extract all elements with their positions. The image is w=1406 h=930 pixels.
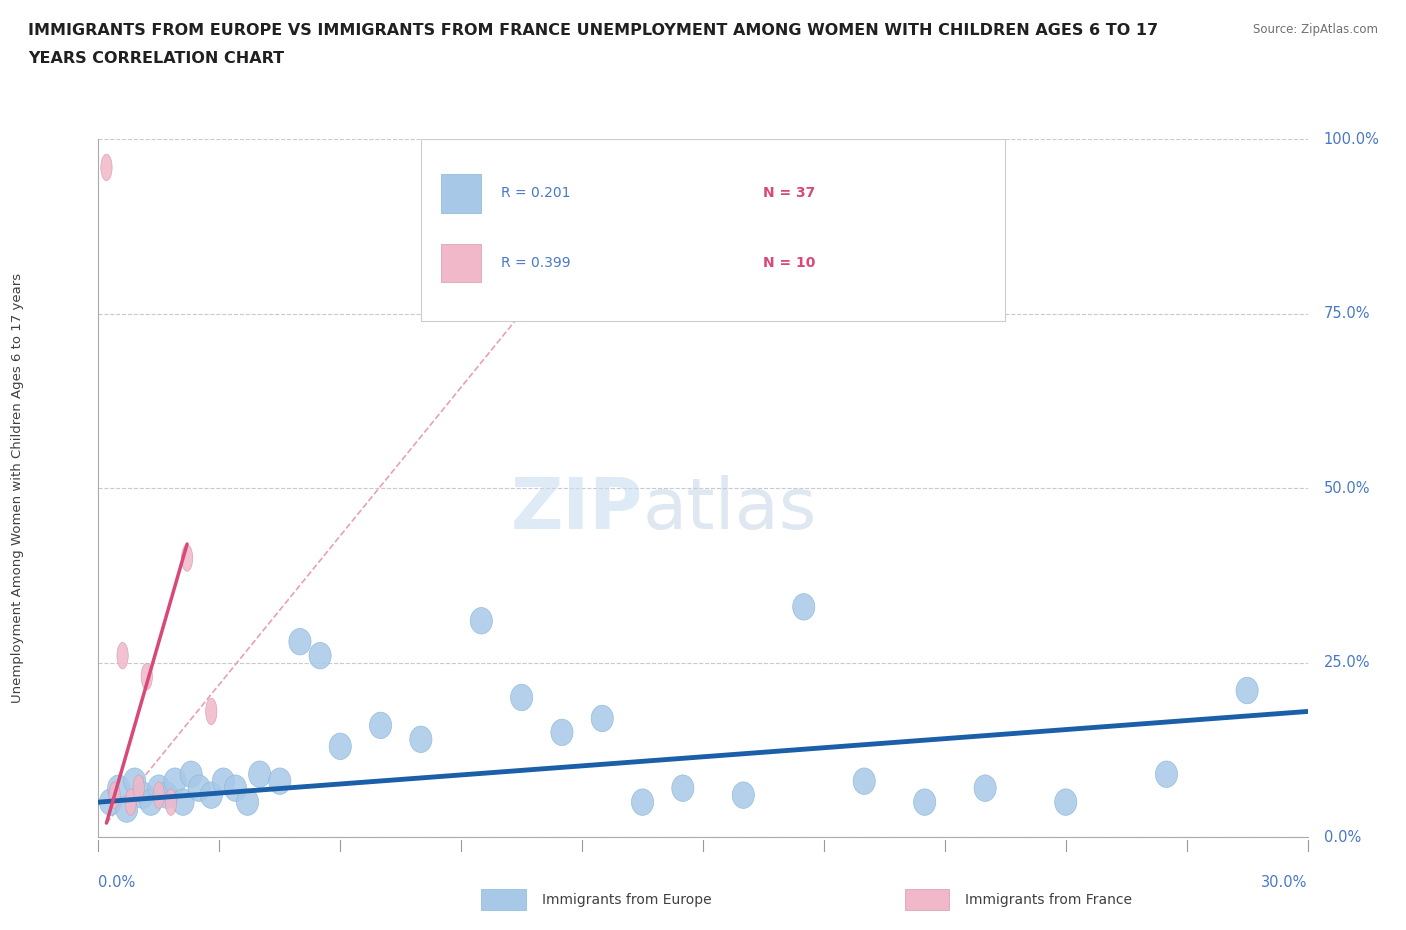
Ellipse shape [974,775,997,802]
Ellipse shape [733,782,755,808]
Ellipse shape [309,643,332,669]
Text: YEARS CORRELATION CHART: YEARS CORRELATION CHART [28,51,284,66]
Ellipse shape [165,768,186,794]
Ellipse shape [793,593,815,620]
Text: 50.0%: 50.0% [1323,481,1371,496]
Ellipse shape [205,698,217,724]
Text: 75.0%: 75.0% [1323,306,1371,322]
Ellipse shape [117,643,128,669]
Text: 100.0%: 100.0% [1323,132,1379,147]
Text: N = 10: N = 10 [763,256,815,270]
Ellipse shape [470,607,492,634]
Ellipse shape [107,775,129,802]
Text: R = 0.201: R = 0.201 [502,186,571,200]
Text: 25.0%: 25.0% [1323,655,1371,671]
Ellipse shape [269,768,291,794]
Ellipse shape [153,782,165,808]
Ellipse shape [236,789,259,816]
Ellipse shape [125,789,136,816]
Ellipse shape [101,154,112,180]
Text: atlas: atlas [643,474,817,544]
Ellipse shape [108,782,120,808]
Bar [481,889,526,910]
Text: 0.0%: 0.0% [98,875,135,890]
Text: Immigrants from Europe: Immigrants from Europe [541,893,711,907]
Ellipse shape [591,705,613,732]
Ellipse shape [172,789,194,816]
Ellipse shape [329,733,352,760]
Ellipse shape [212,768,235,794]
Ellipse shape [139,789,162,816]
Ellipse shape [853,768,876,794]
FancyBboxPatch shape [420,140,1005,321]
Text: 0.0%: 0.0% [1323,830,1361,844]
Text: Source: ZipAtlas.com: Source: ZipAtlas.com [1253,23,1378,36]
Ellipse shape [1054,789,1077,816]
Ellipse shape [188,775,211,802]
Text: 30.0%: 30.0% [1261,875,1308,890]
Ellipse shape [1156,761,1178,788]
Ellipse shape [409,726,432,752]
Ellipse shape [551,719,574,746]
Ellipse shape [249,761,271,788]
Ellipse shape [914,789,936,816]
Ellipse shape [156,782,179,808]
Ellipse shape [166,789,177,816]
Text: IMMIGRANTS FROM EUROPE VS IMMIGRANTS FROM FRANCE UNEMPLOYMENT AMONG WOMEN WITH C: IMMIGRANTS FROM EUROPE VS IMMIGRANTS FRO… [28,23,1159,38]
Text: R = 0.399: R = 0.399 [502,256,571,270]
Ellipse shape [181,545,193,571]
Bar [441,244,481,283]
Text: ZIP: ZIP [510,474,643,544]
Ellipse shape [100,789,121,816]
Ellipse shape [180,761,202,788]
Ellipse shape [132,782,153,808]
Ellipse shape [631,789,654,816]
Ellipse shape [134,775,145,802]
Ellipse shape [288,629,311,655]
Text: Immigrants from France: Immigrants from France [965,893,1132,907]
Ellipse shape [124,768,146,794]
Ellipse shape [370,712,392,738]
Ellipse shape [148,775,170,802]
Ellipse shape [141,663,152,690]
Ellipse shape [672,775,695,802]
Ellipse shape [510,684,533,711]
Ellipse shape [200,782,222,808]
Text: Unemployment Among Women with Children Ages 6 to 17 years: Unemployment Among Women with Children A… [11,273,24,703]
Ellipse shape [115,796,138,822]
Bar [904,889,949,910]
Ellipse shape [225,775,246,802]
Bar [441,174,481,213]
Text: N = 37: N = 37 [763,186,815,200]
Ellipse shape [1236,677,1258,704]
